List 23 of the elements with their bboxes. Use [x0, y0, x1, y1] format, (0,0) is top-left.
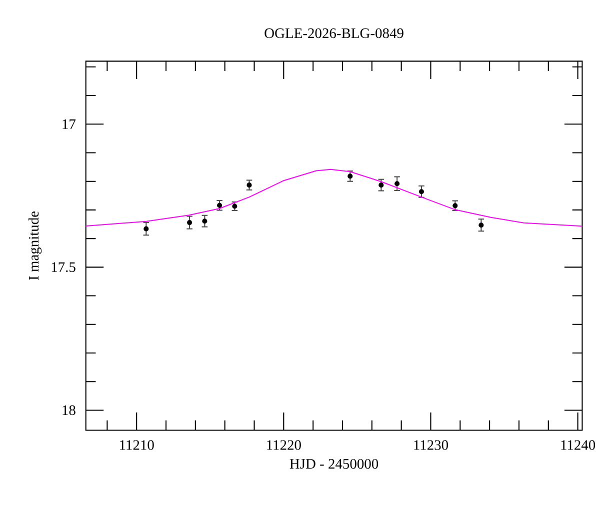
y-tick-label: 17.5 [52, 262, 76, 272]
point [378, 182, 384, 188]
x-tick-label: 11240 [561, 440, 596, 450]
chart-title: OGLE-2026-BLG-0849 [264, 28, 404, 38]
x-axis-title: HJD - 2450000 [290, 458, 378, 469]
y-axis-title: I magnitude [28, 211, 42, 280]
point [217, 202, 222, 208]
point [394, 180, 400, 186]
x-tick-label: 11210 [120, 440, 154, 450]
x-tick-label: 11230 [414, 440, 448, 450]
point [246, 182, 252, 188]
point [187, 220, 192, 225]
point [418, 188, 424, 194]
point [348, 174, 353, 179]
point [478, 222, 484, 228]
x-tick-label: 11220 [267, 440, 301, 450]
point [202, 218, 208, 224]
point [452, 203, 458, 208]
line-series [85, 168, 583, 227]
y-tick-label: 18 [62, 405, 76, 415]
y-tick-label: 17 [62, 119, 76, 129]
point [144, 226, 149, 232]
point [232, 204, 238, 209]
